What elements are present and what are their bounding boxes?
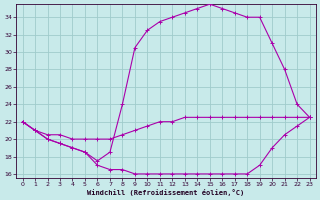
X-axis label: Windchill (Refroidissement éolien,°C): Windchill (Refroidissement éolien,°C) [87,189,245,196]
